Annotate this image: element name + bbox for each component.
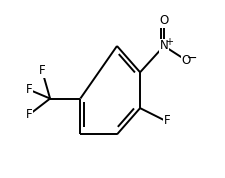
Text: O: O bbox=[159, 14, 168, 27]
Text: O: O bbox=[181, 54, 190, 67]
Text: F: F bbox=[163, 114, 170, 127]
Text: N: N bbox=[159, 40, 168, 53]
Text: F: F bbox=[26, 83, 33, 96]
Text: F: F bbox=[26, 108, 33, 121]
Text: +: + bbox=[164, 37, 173, 47]
Text: −: − bbox=[186, 52, 197, 65]
Text: F: F bbox=[39, 64, 45, 77]
